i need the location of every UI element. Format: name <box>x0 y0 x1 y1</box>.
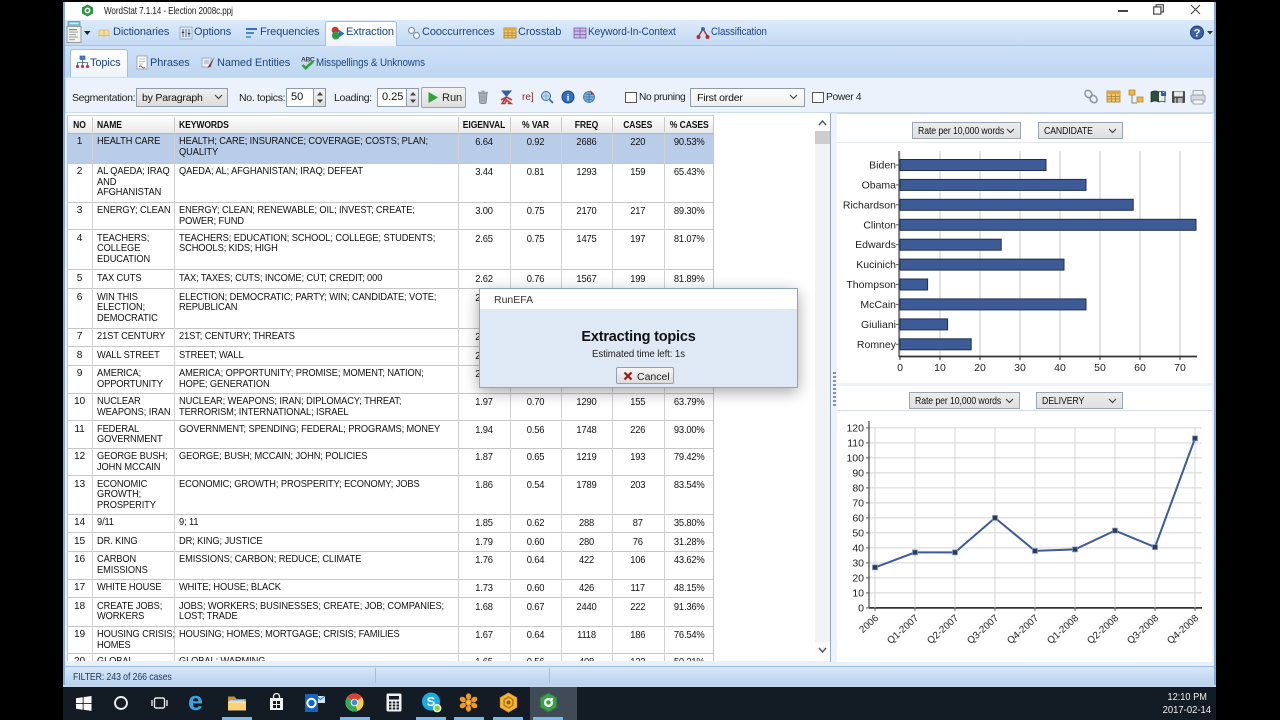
svg-text:Q2-2008: Q2-2008 <box>1085 613 1121 647</box>
svg-text:40: 40 <box>1054 362 1066 374</box>
svg-text:40: 40 <box>852 542 864 554</box>
svg-text:Biden: Biden <box>869 160 896 172</box>
svg-text:Q2-2007: Q2-2007 <box>925 613 961 647</box>
svg-text:110: 110 <box>847 437 864 449</box>
svg-text:Edwards: Edwards <box>855 239 896 251</box>
svg-text:120: 120 <box>846 422 864 434</box>
svg-text:50: 50 <box>1094 362 1106 374</box>
svg-text:i: i <box>567 93 570 103</box>
svg-text:70: 70 <box>852 497 864 509</box>
svg-text:60: 60 <box>852 512 864 524</box>
svg-text:Q4-2008: Q4-2008 <box>1165 613 1201 647</box>
svg-text:S: S <box>427 694 436 709</box>
svg-text:Obama: Obama <box>862 179 897 191</box>
svg-text:0: 0 <box>897 362 903 374</box>
svg-text:Q4-2007: Q4-2007 <box>1005 613 1041 647</box>
svg-text:90: 90 <box>852 467 864 479</box>
svg-text:2006: 2006 <box>857 613 881 636</box>
svg-text:100: 100 <box>846 452 864 464</box>
svg-text:70: 70 <box>1174 362 1186 374</box>
svg-text:Q1-2007: Q1-2007 <box>885 613 921 647</box>
svg-text:re]: re] <box>522 92 534 103</box>
svg-text:Kucinich: Kucinich <box>856 259 896 271</box>
svg-text:ABC: ABC <box>301 57 315 64</box>
svg-text:McCain: McCain <box>860 299 896 311</box>
svg-text:30: 30 <box>1014 362 1026 374</box>
svg-text:Romney: Romney <box>857 339 897 351</box>
svg-text:Giuliani: Giuliani <box>861 319 896 331</box>
svg-text:60: 60 <box>1134 362 1146 374</box>
svg-text:80: 80 <box>852 482 864 494</box>
svg-text:Clinton: Clinton <box>863 219 896 231</box>
svg-text:Q1-2008: Q1-2008 <box>1045 613 1081 647</box>
svg-text:10: 10 <box>852 587 864 599</box>
svg-text:10: 10 <box>934 362 946 374</box>
svg-text:50: 50 <box>852 527 864 539</box>
svg-text:30: 30 <box>852 557 864 569</box>
svg-text:0: 0 <box>858 602 864 614</box>
svg-text:Q3-2007: Q3-2007 <box>965 613 1001 647</box>
svg-text:Thompson: Thompson <box>846 279 896 291</box>
svg-text:Q3-2008: Q3-2008 <box>1125 613 1161 647</box>
svg-text:Richardson: Richardson <box>843 199 896 211</box>
svg-text:?: ? <box>1194 28 1201 40</box>
svg-text:20: 20 <box>974 362 986 374</box>
svg-text:20: 20 <box>852 572 864 584</box>
